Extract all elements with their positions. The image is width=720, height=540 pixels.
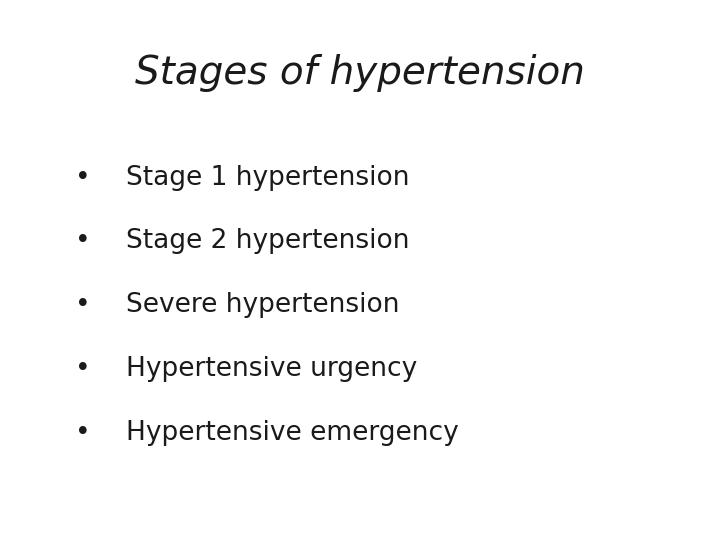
Text: •: • [75,228,91,254]
Text: Hypertensive emergency: Hypertensive emergency [126,420,459,446]
Text: Stage 2 hypertension: Stage 2 hypertension [126,228,410,254]
Text: Stages of hypertension: Stages of hypertension [135,54,585,92]
Text: Severe hypertension: Severe hypertension [126,292,400,318]
Text: •: • [75,420,91,446]
Text: Hypertensive urgency: Hypertensive urgency [126,356,418,382]
Text: •: • [75,292,91,318]
Text: •: • [75,165,91,191]
Text: Stage 1 hypertension: Stage 1 hypertension [126,165,410,191]
Text: •: • [75,356,91,382]
